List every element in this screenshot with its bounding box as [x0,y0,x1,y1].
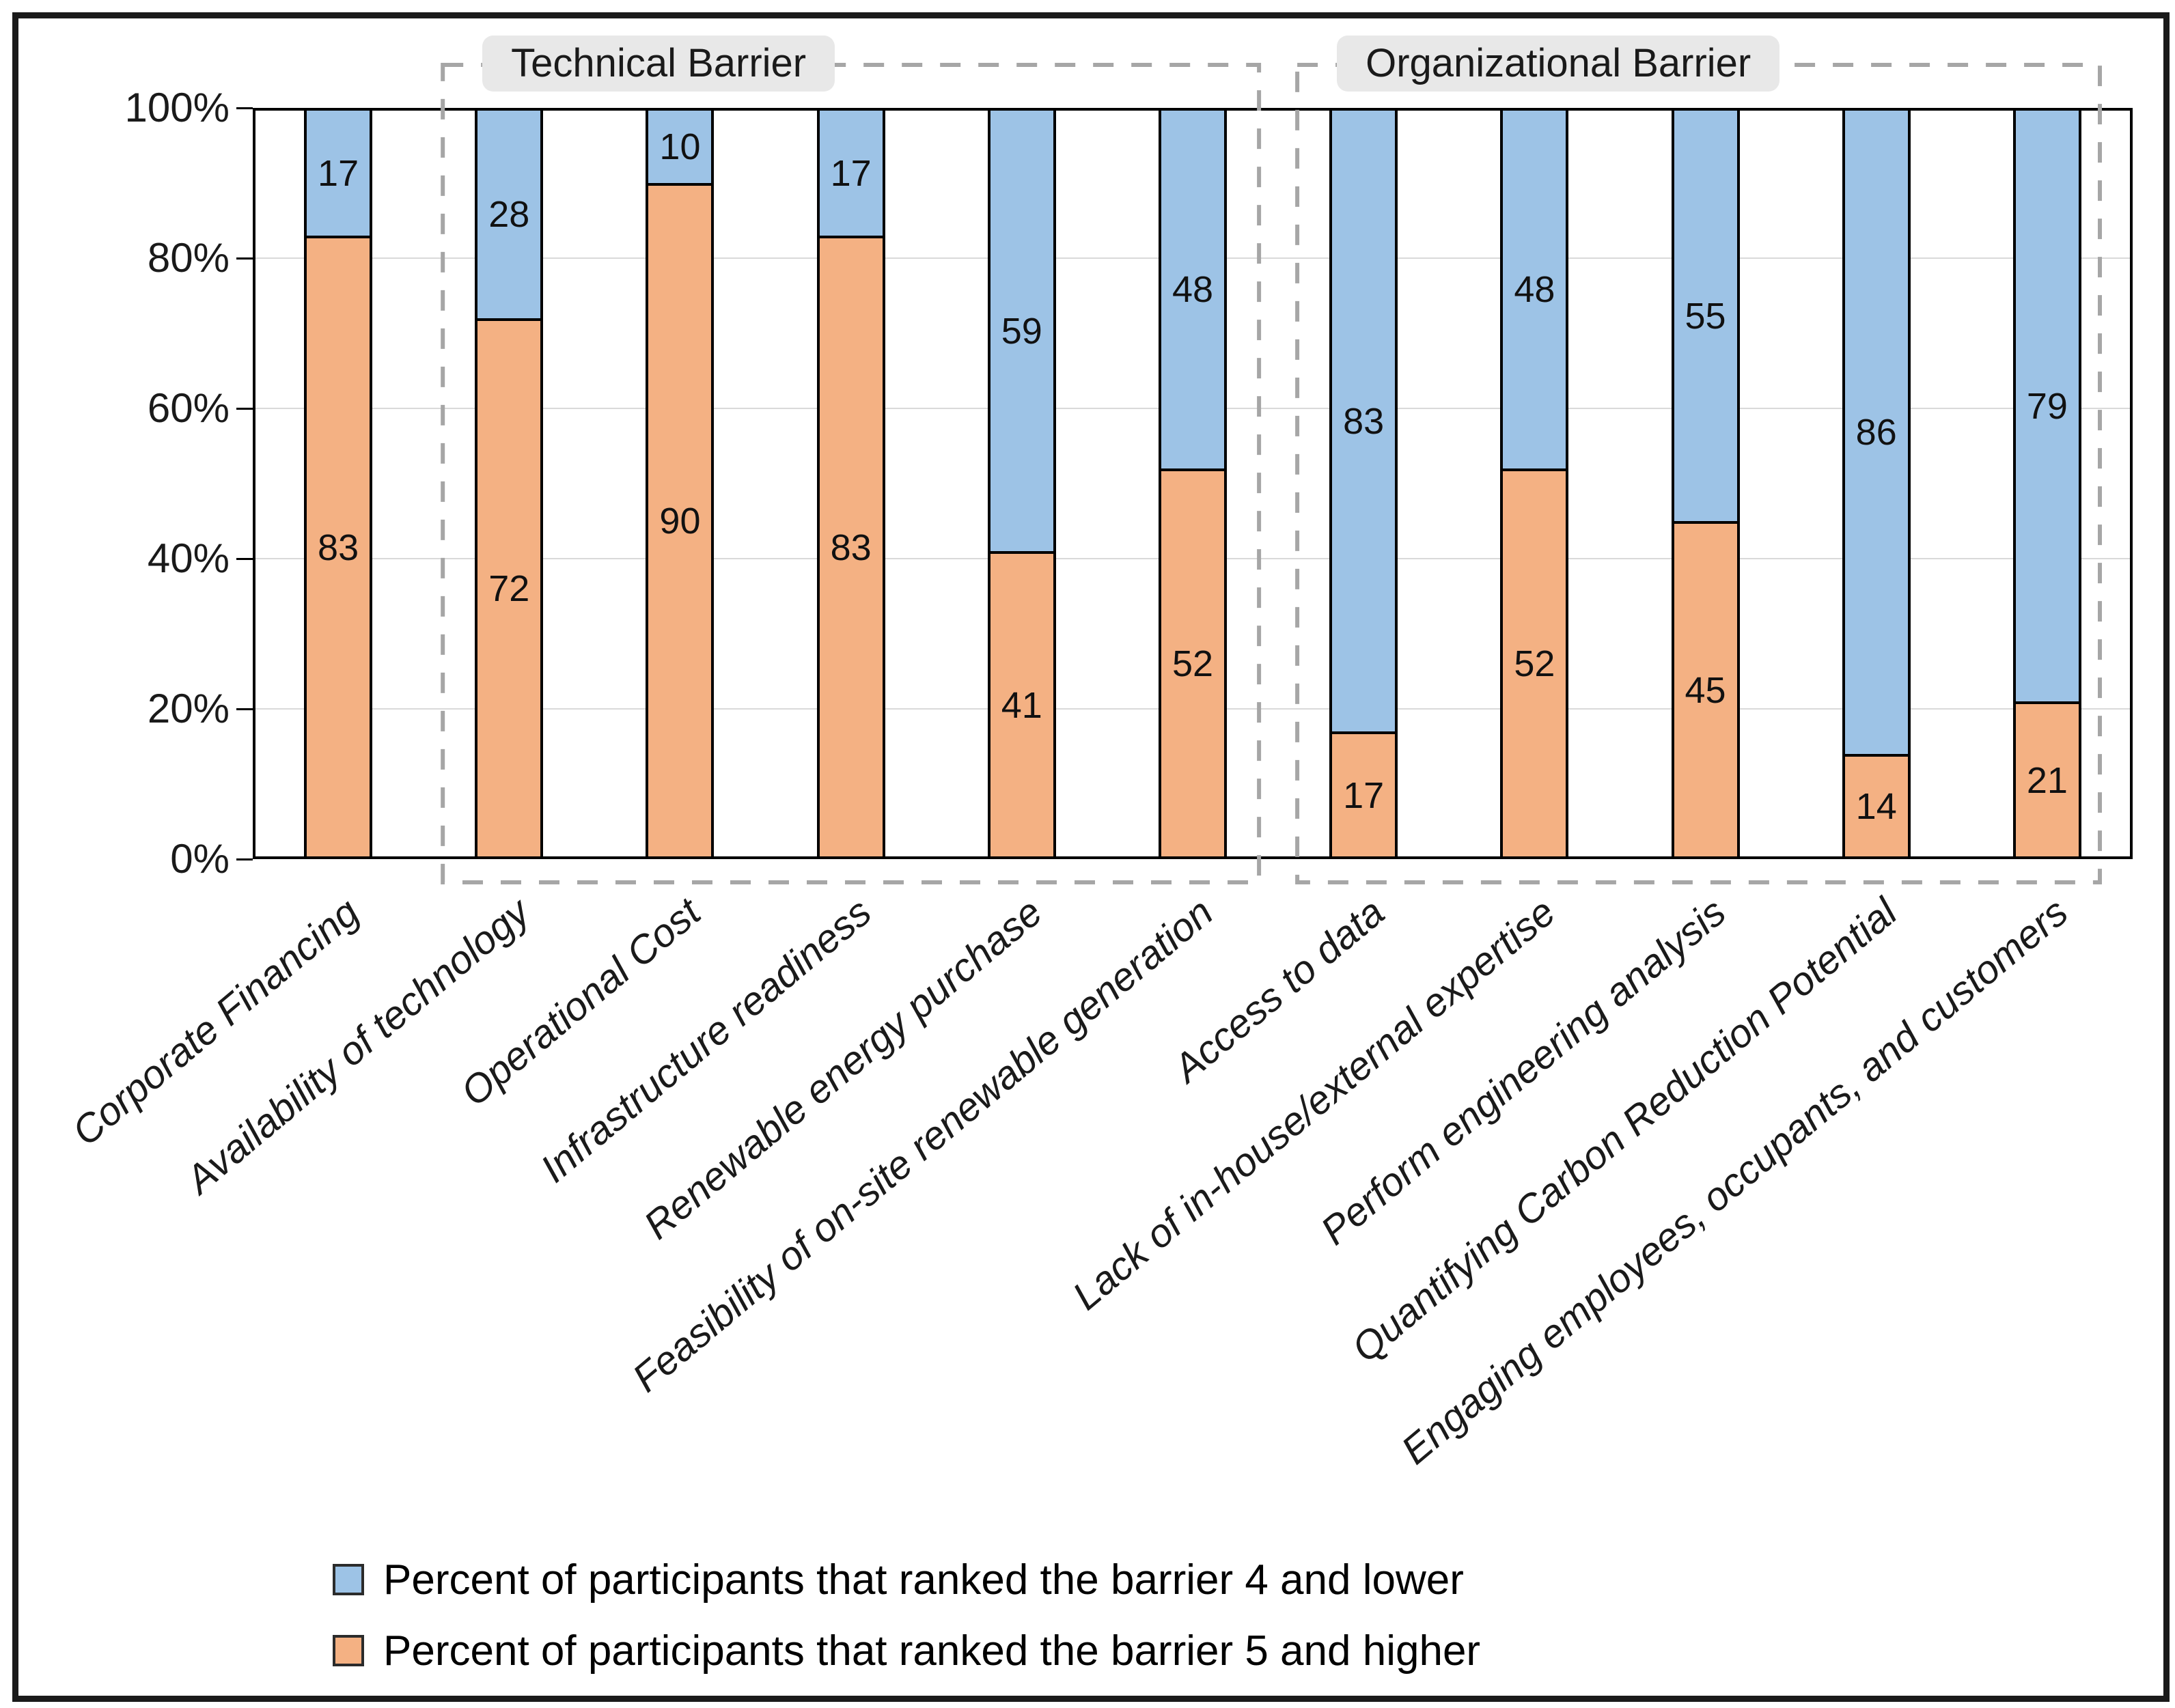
stacked-bar: 55 45 [1671,108,1740,859]
segment-ranked-5-and-higher: 83 [816,236,885,859]
organizational-barrier-box [1295,63,2102,884]
stacked-bar: 59 41 [987,108,1056,859]
segment-ranked-5-and-higher: 41 [987,551,1056,859]
technical-barrier-label: Technical Barrier [482,36,835,92]
segment-ranked-5-and-higher: 14 [1842,754,1911,859]
segment-ranked-4-and-lower: 48 [1159,108,1227,468]
y-axis-tick [236,407,253,410]
stacked-bar: 10 90 [646,108,715,859]
y-axis-tick-label: 20% [147,686,230,731]
y-axis-tick [236,257,253,260]
legend-item-ranked-5-and-higher: Percent of participants that ranked the … [333,1623,1480,1679]
segment-ranked-4-and-lower: 48 [1500,108,1569,468]
y-axis-tick [236,557,253,560]
segment-ranked-4-and-lower: 83 [1329,108,1398,731]
technical-barrier-box [441,63,1262,884]
stacked-bar: 86 14 [1842,108,1911,859]
segment-ranked-5-and-higher: 52 [1159,468,1227,859]
segment-ranked-5-and-higher: 72 [475,318,544,859]
segment-ranked-4-and-lower: 55 [1671,108,1740,521]
segment-ranked-5-and-higher: 17 [1329,731,1398,859]
y-axis-tick-label: 0% [170,836,230,882]
legend-label: Percent of participants that ranked the … [383,1627,1481,1675]
y-axis-tick-label: 80% [147,235,230,281]
legend-swatch-orange [333,1635,364,1666]
stacked-bar: 48 52 [1159,108,1227,859]
segment-ranked-5-and-higher: 83 [304,236,373,859]
segment-ranked-4-and-lower: 17 [816,108,885,236]
organizational-barrier-label: Organizational Barrier [1337,36,1780,92]
stacked-bar: 83 17 [1329,108,1398,859]
y-axis-tick-label: 100% [124,85,230,130]
stacked-bar: 17 83 [816,108,885,859]
y-axis-tick-label: 40% [147,535,230,581]
segment-ranked-4-and-lower: 79 [2012,108,2081,701]
legend-label: Percent of participants that ranked the … [383,1556,1464,1604]
legend-item-ranked-4-and-lower: Percent of participants that ranked the … [333,1552,1464,1608]
segment-ranked-5-and-higher: 90 [646,183,715,859]
y-axis-tick [236,107,253,109]
segment-ranked-4-and-lower: 10 [646,108,715,183]
legend-swatch-blue [333,1564,364,1595]
segment-ranked-4-and-lower: 86 [1842,108,1911,754]
y-axis-tick [236,708,253,710]
segment-ranked-5-and-higher: 45 [1671,521,1740,859]
stacked-bar: 17 83 [304,108,373,859]
stacked-bar: 79 21 [2012,108,2081,859]
y-axis-tick [236,858,253,860]
y-axis-tick-label: 60% [147,385,230,431]
segment-ranked-4-and-lower: 59 [987,108,1056,551]
